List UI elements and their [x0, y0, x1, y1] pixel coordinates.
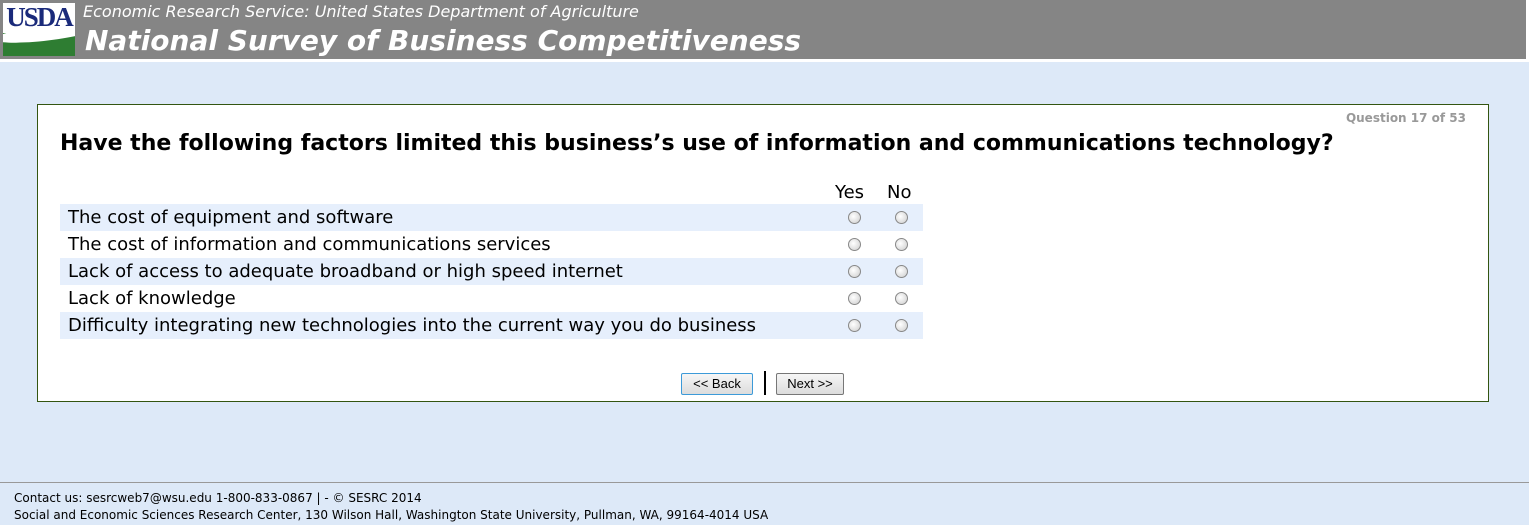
radio-no[interactable] [895, 319, 908, 332]
usda-logo: USDA [3, 3, 75, 56]
radio-yes[interactable] [848, 292, 861, 305]
question-panel: Question 17 of 53 Have the following fac… [37, 104, 1489, 402]
next-button[interactable]: Next >> [776, 373, 844, 395]
question-text: Have the following factors limited this … [60, 131, 1334, 156]
site-header: USDA Economic Research Service: United S… [0, 0, 1529, 62]
question-row: The cost of information and communicatio… [60, 231, 923, 258]
radio-no[interactable] [895, 265, 908, 278]
radio-yes[interactable] [848, 211, 861, 224]
row-label: Lack of access to adequate broadband or … [68, 261, 623, 282]
radio-no[interactable] [895, 238, 908, 251]
question-row: Lack of access to adequate broadband or … [60, 258, 923, 285]
button-separator [764, 371, 766, 395]
radio-no[interactable] [895, 211, 908, 224]
survey-title: National Survey of Business Competitiven… [85, 24, 802, 57]
radio-yes[interactable] [848, 319, 861, 332]
back-button[interactable]: << Back [681, 373, 753, 395]
row-label: The cost of information and communicatio… [68, 234, 551, 255]
radio-yes[interactable] [848, 238, 861, 251]
question-row: Difficulty integrating new technologies … [60, 312, 923, 339]
row-label: Lack of knowledge [68, 288, 236, 309]
radio-no[interactable] [895, 292, 908, 305]
column-header-no: No [887, 182, 912, 203]
agency-name: Economic Research Service: United States… [83, 2, 639, 21]
footer-contact: Contact us: sesrcweb7@wsu.edu 1-800-833-… [14, 491, 422, 505]
question-counter: Question 17 of 53 [1345, 111, 1466, 125]
radio-yes[interactable] [848, 265, 861, 278]
footer-address: Social and Economic Sciences Research Ce… [14, 508, 769, 522]
footer-divider [0, 482, 1529, 483]
question-row: Lack of knowledge [60, 285, 923, 312]
question-row: The cost of equipment and software [60, 204, 923, 231]
row-label: The cost of equipment and software [68, 207, 394, 228]
usda-logo-text: USDA [6, 3, 74, 32]
column-header-yes: Yes [835, 182, 865, 203]
row-label: Difficulty integrating new technologies … [68, 315, 757, 336]
